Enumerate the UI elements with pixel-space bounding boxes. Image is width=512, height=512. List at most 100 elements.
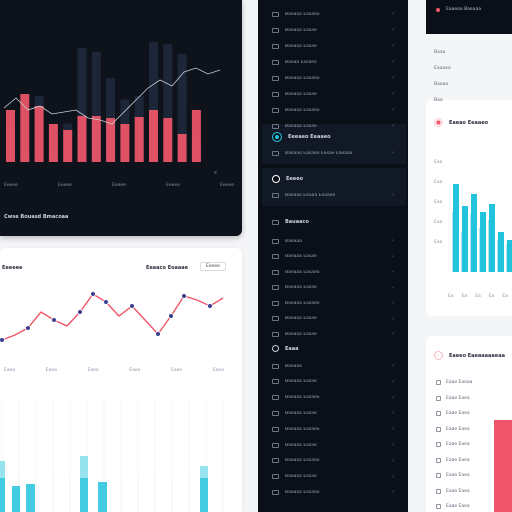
data-point	[0, 337, 5, 343]
line-x-ticks: Eaeo Eaeo Eaeo Eaeo Eaeo Eaeo	[4, 368, 224, 373]
sidebar-item[interactable]: Baeaaa Easaeo ›	[272, 298, 394, 308]
record-icon	[434, 351, 443, 360]
sidebar-item[interactable]: Baeaaa ›	[272, 361, 394, 371]
chevron-right-icon: ›	[392, 426, 394, 433]
right-card-header: Eaeao Eeaaeo	[434, 118, 488, 127]
list-item[interactable]: Eaae Eaea	[436, 442, 470, 447]
bar	[177, 134, 187, 162]
chevron-right-icon: ›	[392, 489, 394, 496]
chart-marker: x	[214, 170, 217, 176]
right-top-item[interactable]: Eaaeoa Baeaaa	[436, 7, 481, 12]
section-b-sub[interactable]: Baeaao Eeaaa Eeaaeo ›	[272, 190, 394, 200]
sidebar-item[interactable]: Baeaa Easaeo ›	[272, 57, 394, 67]
sidebar-item[interactable]: Baeaaa Easae ›	[272, 408, 394, 418]
chevron-right-icon: ›	[392, 91, 394, 97]
bar-back	[149, 42, 158, 162]
sidebar-item[interactable]: Baeaaa Easae ›	[272, 121, 394, 131]
folder-icon	[272, 395, 279, 401]
y-tick: Eaa	[434, 180, 443, 185]
sidebar-item[interactable]: Baeaaa Easae ›	[272, 472, 394, 482]
sidebar-item[interactable]: Baeaaa Easae ›	[272, 283, 394, 293]
sidebar-item[interactable]: Baeaaa Easaeo ›	[272, 267, 394, 277]
sidebar-item[interactable]: Baeaaa Easae ›	[272, 41, 394, 51]
sidebar-section-b-bg	[262, 168, 406, 206]
chevron-right-icon: ›	[392, 192, 394, 198]
folder-icon	[272, 489, 279, 495]
sidebar-item[interactable]: Baeaaa Easaeo ›	[272, 9, 394, 19]
data-point	[155, 331, 161, 337]
list-item[interactable]: Eaae Eaea	[436, 488, 470, 494]
y-tick: Eaa	[434, 220, 443, 225]
x-tick: Eeeee	[166, 183, 180, 188]
list-item[interactable]: Eaae Eaea	[436, 395, 470, 401]
folder-icon	[272, 91, 279, 97]
bar	[120, 124, 130, 162]
list-item[interactable]: Eaae Eaea	[436, 457, 470, 463]
sidebar-item[interactable]: Baeaaa Easaeo ›	[272, 393, 394, 403]
list-item[interactable]: Eaae Eaea	[436, 426, 470, 432]
bar	[134, 117, 144, 162]
list-item[interactable]: Eaae Eaea	[436, 411, 470, 416]
sidebar-section-b-header[interactable]: Eeeeo	[272, 175, 303, 183]
chevron-right-icon: ›	[392, 457, 394, 464]
filter-label[interactable]: Eeaaco Eoaaae	[146, 265, 189, 271]
fade-overlay	[0, 398, 242, 478]
chevron-right-icon: ›	[392, 238, 394, 244]
bar-back	[177, 54, 187, 162]
sidebar-item[interactable]: Baeaaa Easaeo ›	[272, 105, 394, 115]
sidebar-section-d-header[interactable]: Eaaa	[272, 345, 299, 352]
x-tick: Ea	[502, 294, 508, 299]
list-item[interactable]: Eaae Eaea	[436, 473, 470, 478]
sidebar-item[interactable]: Baeaaa Easae ›	[272, 89, 394, 99]
sidebar-item[interactable]: Baeaaa Easae ›	[272, 25, 394, 35]
grid-icon	[272, 219, 279, 225]
folder-icon	[272, 192, 279, 198]
sidebar-section-c-header[interactable]: Bauaaco	[272, 219, 309, 225]
y-tick: Eaa	[434, 240, 443, 245]
bar	[498, 232, 504, 272]
sidebar-item[interactable]: Baeaaa Easaeo ›	[272, 456, 394, 466]
bar	[6, 110, 15, 162]
x-tick: Eaeo	[129, 368, 141, 373]
section-a-sub[interactable]: Baeaao Easaeo Easae Eaeaaa ›	[272, 148, 394, 158]
bar	[26, 484, 35, 512]
user-icon	[272, 345, 279, 352]
folder-icon	[272, 442, 279, 448]
x-tick: Eaeo	[212, 368, 224, 373]
bar	[0, 461, 5, 512]
data-point	[90, 291, 96, 297]
bar	[91, 116, 101, 162]
y-tick: Eaa	[434, 200, 443, 205]
sidebar-item[interactable]: Baeaaa Easae ›	[272, 377, 394, 387]
sidebar-item[interactable]: Baeaaa Easae ›	[272, 314, 394, 324]
sidebar-item[interactable]: Baeaaa Easae ›	[272, 440, 394, 450]
chevron-right-icon: ›	[392, 284, 394, 291]
record-icon	[434, 118, 443, 127]
right-edge-bar	[494, 420, 512, 512]
folder-icon	[272, 458, 279, 464]
sidebar-item[interactable]: Baeaaa Easae ›	[272, 329, 394, 339]
sidebar-section-a-header[interactable]: Eeeaeo Eeaaeo	[272, 132, 331, 142]
sidebar-item[interactable]: Baeaaa Easaeo ›	[272, 424, 394, 434]
top-chart-x-ticks: Eeeee Eeeee Eeeee Eeeee Eeeee	[4, 183, 234, 188]
chart-footer-label: Cwse Bouasd Bmacoaa	[4, 214, 69, 220]
right-top-bar	[426, 0, 512, 34]
section-b-title: Eeeeo	[286, 176, 304, 182]
folder-icon	[272, 474, 279, 480]
sidebar-item[interactable]: Baeaaa Easae ›	[272, 252, 394, 262]
folder-icon	[272, 123, 279, 129]
x-tick: Eeeee	[4, 183, 18, 188]
bar-back	[77, 48, 87, 162]
folder-icon	[272, 238, 279, 244]
bar	[489, 204, 495, 272]
sidebar-item[interactable]: Baeaaa Easaeo ›	[272, 487, 394, 497]
period-button[interactable]: Eeeee	[200, 262, 226, 271]
meta-row: Baaa	[434, 50, 446, 55]
list-item[interactable]: Eaae Eaea	[436, 504, 470, 509]
list-item[interactable]: Eaae Eaeaa	[436, 380, 472, 385]
bar	[200, 466, 208, 512]
sidebar-item[interactable]: Baeaaa ›	[272, 236, 394, 246]
x-tick: Ea	[461, 294, 468, 299]
folder-icon	[272, 316, 279, 321]
sidebar-item[interactable]: Baeaaa Easaeo ›	[272, 73, 394, 83]
